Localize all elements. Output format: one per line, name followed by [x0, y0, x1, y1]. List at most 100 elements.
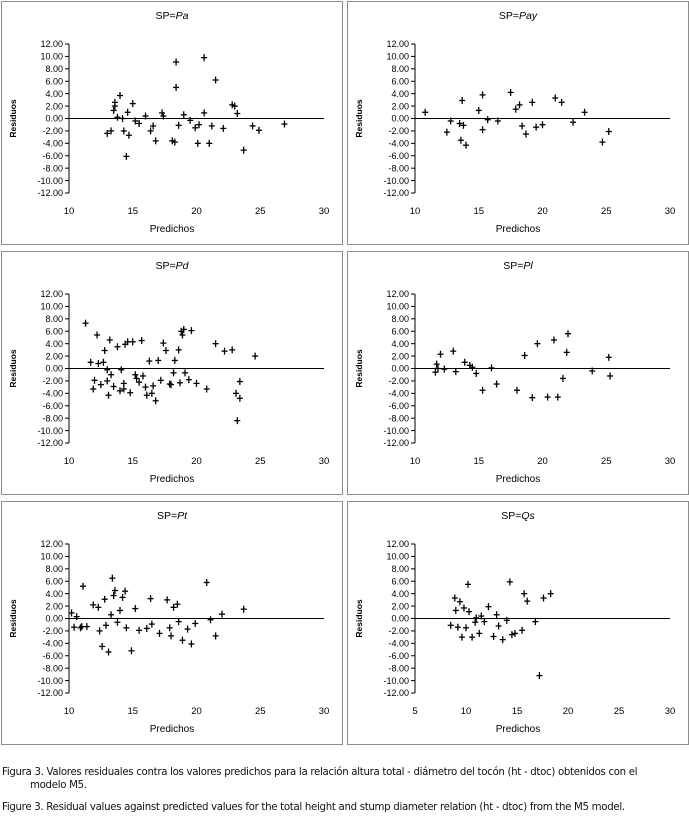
data-point [127, 389, 134, 397]
data-point [206, 139, 213, 147]
y-tick-label: -10.00 [383, 176, 409, 186]
data-point [164, 596, 171, 604]
data-point [550, 336, 557, 344]
y-tick-label: 10.00 [40, 302, 63, 312]
y-tick-label: -6.00 [388, 151, 409, 161]
data-point [114, 618, 121, 626]
y-tick-label: 0.00 [391, 614, 409, 624]
data-point [473, 369, 480, 377]
y-tick-label: -10.00 [37, 176, 63, 186]
x-axis-label: Predichos [150, 724, 194, 735]
data-point [120, 379, 127, 387]
x-tick-label: 15 [127, 206, 138, 217]
x-tick-label: 15 [512, 706, 523, 717]
data-point [132, 371, 139, 379]
x-tick-label: 30 [319, 706, 330, 717]
y-tick-label: 10.00 [40, 52, 63, 62]
data-point [529, 394, 536, 402]
data-point [143, 624, 150, 632]
data-point [481, 618, 488, 626]
y-tick-label: 10.00 [386, 52, 409, 62]
data-point [133, 374, 140, 382]
data-point [447, 621, 454, 629]
data-point [221, 347, 228, 355]
data-point [463, 624, 469, 632]
data-point [231, 102, 238, 110]
x-tick-label: 20 [191, 456, 202, 467]
data-point [150, 382, 157, 390]
data-point [104, 129, 111, 137]
data-point [101, 346, 108, 354]
data-point [493, 611, 500, 619]
data-point [422, 108, 429, 116]
data-point [558, 98, 565, 106]
data-point [570, 118, 577, 126]
y-tick-label: 12.00 [40, 539, 63, 549]
data-point [111, 587, 118, 595]
x-tick-label: 20 [191, 706, 202, 717]
y-tick-label: 0.00 [45, 364, 63, 374]
data-point [452, 368, 459, 376]
x-tick-label: 15 [127, 456, 138, 467]
data-point [461, 358, 468, 366]
data-point [472, 618, 479, 626]
data-point [488, 364, 495, 372]
x-tick-label: 15 [473, 456, 484, 467]
y-tick-label: 12.00 [386, 39, 409, 49]
y-tick-label: 6.00 [391, 326, 409, 336]
data-point [120, 127, 127, 135]
data-point [171, 356, 178, 364]
data-point [146, 357, 153, 365]
data-point [148, 389, 155, 397]
data-point [152, 397, 159, 405]
chart-title: SP=Pl [503, 260, 533, 272]
data-point [108, 371, 115, 379]
y-tick-label: 6.00 [45, 76, 63, 86]
x-tick-label: 25 [601, 456, 612, 467]
chart-title: SP=Pt [157, 510, 188, 522]
data-point [104, 366, 111, 374]
x-tick-label: 25 [601, 206, 612, 217]
data-point [148, 620, 155, 628]
y-tick-label: 8.00 [391, 64, 409, 74]
data-point [201, 109, 208, 117]
y-tick-label: -12.00 [37, 188, 63, 198]
x-axis-label: Predichos [496, 724, 540, 735]
data-point [522, 130, 529, 138]
y-tick-label: 4.00 [391, 89, 409, 99]
y-axis-label: Residuos [354, 349, 364, 388]
y-tick-label: -12.00 [383, 188, 409, 198]
data-point [175, 618, 182, 626]
y-tick-label: -6.00 [388, 401, 409, 411]
data-point [240, 146, 247, 154]
data-point [605, 128, 612, 136]
data-point [475, 106, 482, 114]
caption-line-1: Figura 3. Valores residuales contra los … [2, 767, 638, 778]
data-point [249, 122, 256, 130]
data-point [147, 127, 154, 135]
data-point [552, 94, 559, 102]
data-point [110, 383, 117, 391]
y-tick-label: 4.00 [391, 339, 409, 349]
y-tick-label: -10.00 [37, 426, 63, 436]
x-axis-label: Predichos [150, 474, 194, 485]
data-point [605, 353, 612, 361]
data-point [478, 612, 485, 620]
data-point [168, 381, 174, 389]
data-point [503, 616, 510, 624]
data-point [493, 380, 500, 388]
data-point [540, 594, 547, 602]
data-point [519, 122, 526, 130]
y-tick-label: -4.00 [42, 639, 63, 649]
y-tick-label: -4.00 [388, 389, 409, 399]
data-point [434, 365, 441, 372]
data-point [479, 126, 486, 134]
data-point [143, 391, 150, 399]
x-tick-label: 10 [64, 206, 75, 217]
x-tick-label: 30 [665, 456, 676, 467]
data-point [175, 121, 182, 129]
data-point [450, 347, 457, 355]
data-point [463, 141, 469, 149]
data-point [524, 597, 531, 605]
y-tick-label: -2.00 [388, 376, 409, 386]
